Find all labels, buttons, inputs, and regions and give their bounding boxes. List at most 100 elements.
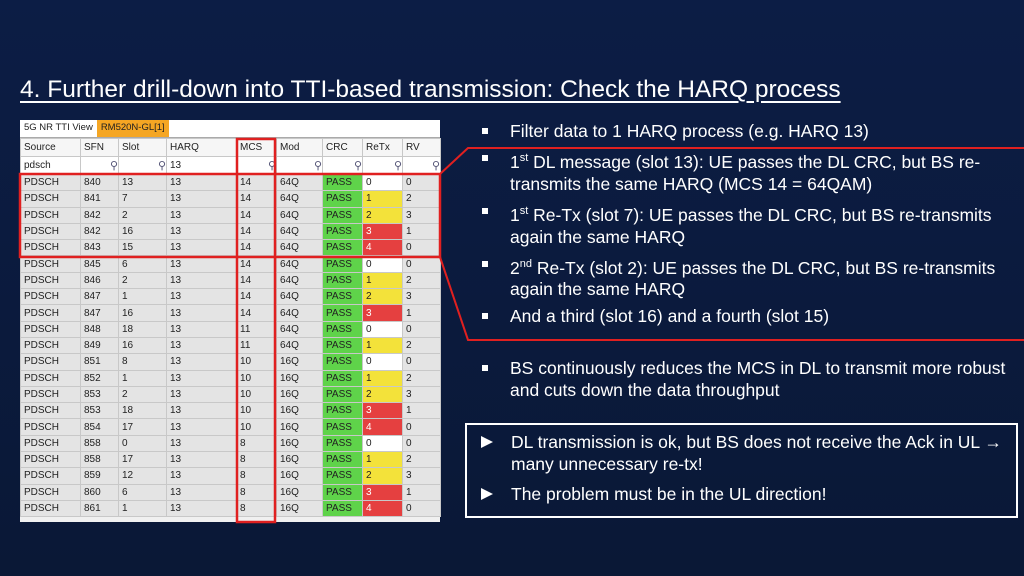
- data-row: PDSCH 840 13 13 14 64Q PASS 0 0: [20, 173, 441, 192]
- cell: PDSCH: [20, 336, 81, 355]
- cell: 0: [402, 418, 441, 436]
- cell: 3: [402, 467, 441, 485]
- conclusion-item: The problem must be in the UL direction!: [477, 483, 1008, 505]
- ordinal: 1: [510, 151, 520, 172]
- cell: 13: [166, 239, 237, 257]
- cell: PASS: [322, 173, 363, 192]
- cell: PDSCH: [20, 190, 81, 208]
- filter-cell[interactable]: ⚲: [322, 156, 363, 175]
- cell: 8: [236, 483, 277, 501]
- column-header[interactable]: Mod: [276, 138, 323, 157]
- cell: 858: [80, 434, 119, 453]
- cell: 10: [236, 369, 277, 387]
- filter-cell[interactable]: ⚲: [402, 156, 441, 175]
- cell: PASS: [322, 402, 363, 420]
- cell: 4: [362, 239, 403, 257]
- cell: 2: [362, 467, 403, 485]
- column-header[interactable]: Slot: [118, 138, 167, 157]
- cell: 11: [236, 336, 277, 355]
- cell: 854: [80, 418, 119, 436]
- cell: 18: [118, 320, 167, 338]
- cell: 13: [166, 173, 237, 192]
- tab[interactable]: 5G NR TTI View: [24, 122, 93, 133]
- cell: 16Q: [276, 418, 323, 436]
- cell: PDSCH: [20, 483, 81, 501]
- data-row: PDSCH 842 16 13 14 64Q PASS 3 1: [20, 222, 441, 241]
- filter-cell[interactable]: ⚲: [362, 156, 403, 175]
- cell: 13: [166, 320, 237, 338]
- data-row: PDSCH 858 0 13 8 16Q PASS 0 0: [20, 434, 441, 453]
- filter-cell[interactable]: 13: [166, 156, 237, 175]
- cell: 64Q: [276, 336, 323, 355]
- column-header[interactable]: ReTx: [362, 138, 403, 157]
- cell: 13: [166, 353, 237, 371]
- cell: PDSCH: [20, 385, 81, 404]
- cell: 841: [80, 190, 119, 208]
- cell: 16Q: [276, 451, 323, 469]
- conclusion-list: DL transmission is ok, but BS does not r…: [477, 431, 1008, 505]
- cell: 1: [118, 499, 167, 518]
- cell: 845: [80, 255, 119, 273]
- cell: 4: [362, 499, 403, 518]
- cell: 842: [80, 222, 119, 241]
- cell: 6: [118, 255, 167, 273]
- cell: 11: [236, 320, 277, 338]
- cell: 860: [80, 483, 119, 501]
- tab[interactable]: RM520N-GL[1]: [96, 120, 169, 137]
- filter-cell[interactable]: ⚲: [276, 156, 323, 175]
- cell: PASS: [322, 499, 363, 518]
- filter-cell[interactable]: ⚲: [80, 156, 119, 175]
- filter-cell[interactable]: pdsch: [20, 156, 81, 175]
- column-header[interactable]: CRC: [322, 138, 363, 157]
- cell: PDSCH: [20, 369, 81, 387]
- cell: 7: [118, 190, 167, 208]
- filter-cell[interactable]: ⚲: [236, 156, 277, 175]
- cell: PDSCH: [20, 288, 81, 306]
- cell: 3: [402, 385, 441, 404]
- filter-cell[interactable]: ⚲: [118, 156, 167, 175]
- cell: 1: [402, 402, 441, 420]
- cell: 2: [362, 288, 403, 306]
- cell: 1: [362, 271, 403, 290]
- bullet-item: 2nd Re-Tx (slot 2): UE passes the DL CRC…: [478, 253, 1013, 301]
- cell: PASS: [322, 353, 363, 371]
- cell: 13: [166, 434, 237, 453]
- cell: 64Q: [276, 304, 323, 322]
- cell: 0: [362, 353, 403, 371]
- column-header[interactable]: RV: [402, 138, 441, 157]
- cell: 13: [166, 451, 237, 469]
- cell: PDSCH: [20, 418, 81, 436]
- cell: 13: [166, 304, 237, 322]
- cell: 64Q: [276, 255, 323, 273]
- cell: 64Q: [276, 320, 323, 338]
- cell: 853: [80, 385, 119, 404]
- column-header[interactable]: Source: [20, 138, 81, 157]
- data-row: PDSCH 846 2 13 14 64Q PASS 1 2: [20, 271, 441, 290]
- cell: 13: [166, 402, 237, 420]
- cell: PASS: [322, 255, 363, 273]
- column-header[interactable]: HARQ: [166, 138, 237, 157]
- cell: 2: [362, 385, 403, 404]
- column-header[interactable]: SFN: [80, 138, 119, 157]
- bullet-item: And a third (slot 16) and a fourth (slot…: [478, 305, 1013, 327]
- cell: 13: [166, 271, 237, 290]
- bullet-text: Filter data to 1 HARQ process (e.g. HARQ…: [510, 121, 869, 141]
- cell: PDSCH: [20, 353, 81, 371]
- data-row: PDSCH 851 8 13 10 16Q PASS 0 0: [20, 353, 441, 371]
- bullet-text: And a third (slot 16) and a fourth (slot…: [510, 306, 830, 327]
- cell: 0: [362, 173, 403, 192]
- cell: 13: [166, 467, 237, 485]
- cell: 2: [118, 271, 167, 290]
- bullet-item: 1st Re-Tx (slot 7): UE passes the DL CRC…: [478, 200, 1013, 248]
- cell: 3: [362, 483, 403, 501]
- column-header[interactable]: MCS: [236, 138, 277, 157]
- cell: PASS: [322, 320, 363, 338]
- cell: 13: [118, 173, 167, 192]
- conclusion-box: DL transmission is ok, but BS does not r…: [465, 423, 1018, 518]
- cell: 14: [236, 255, 277, 273]
- cell: 1: [362, 369, 403, 387]
- cell: 16Q: [276, 402, 323, 420]
- cell: 14: [236, 206, 277, 224]
- cell: 843: [80, 239, 119, 257]
- cell: 18: [118, 402, 167, 420]
